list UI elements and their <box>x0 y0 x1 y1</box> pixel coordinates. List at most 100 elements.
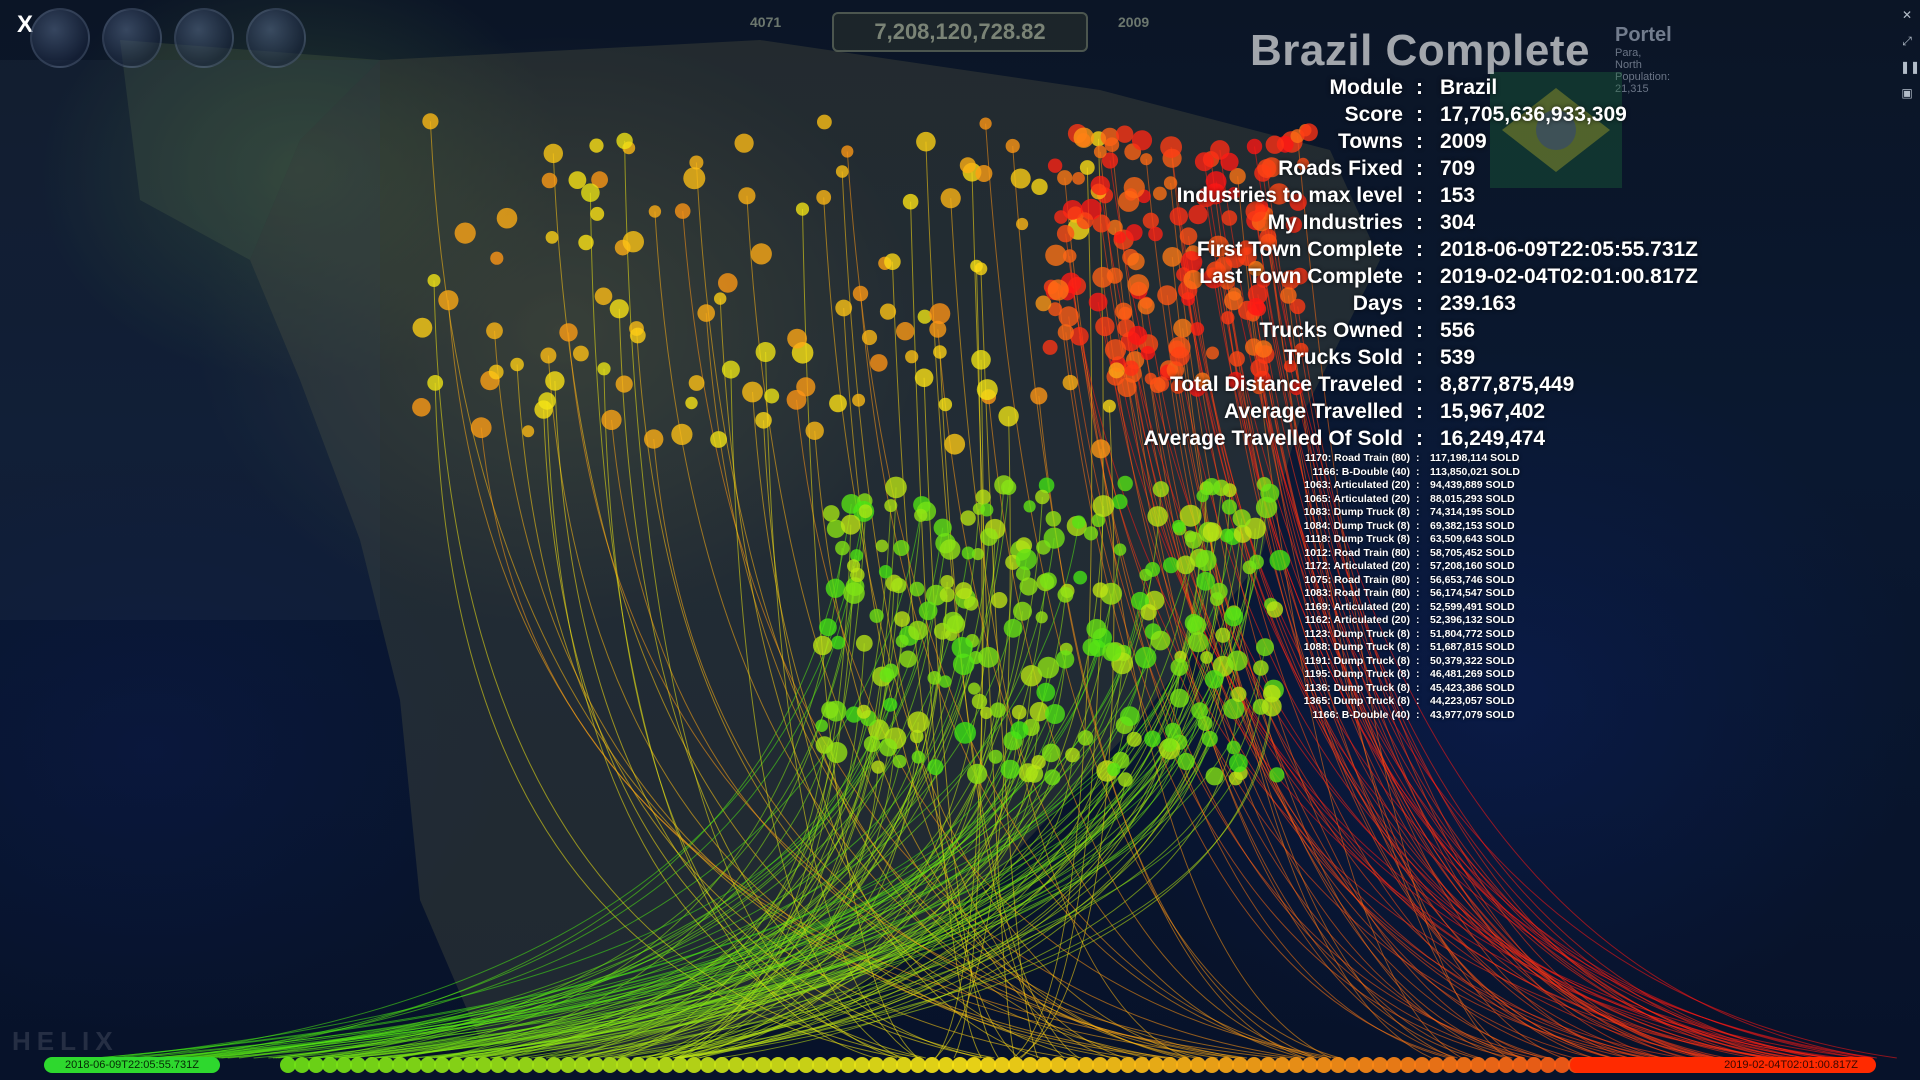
globe-icon[interactable] <box>30 8 90 68</box>
route-line <box>346 574 1147 1059</box>
town-dot <box>755 342 776 362</box>
sold-colon: : <box>1416 600 1420 613</box>
town-dot <box>1259 233 1278 251</box>
town-dot <box>671 423 693 445</box>
town-dot <box>1228 287 1242 301</box>
town-dot <box>1010 168 1031 189</box>
town-dot <box>787 328 807 349</box>
town-dot <box>971 693 988 710</box>
sold-truck-value: 51,687,815 SOLD <box>1430 641 1515 653</box>
timeline-segment <box>462 1057 478 1073</box>
summary-title: Brazil Complete <box>1249 26 1590 75</box>
route-line <box>1188 236 1612 1059</box>
town-dot <box>1172 519 1185 533</box>
town-dot <box>795 202 810 216</box>
pause-icon[interactable]: ❚❚ <box>1900 60 1920 74</box>
route-line <box>268 659 1066 1059</box>
town-dot <box>1042 339 1058 355</box>
town-dot <box>1229 753 1248 773</box>
town-dot <box>755 412 772 429</box>
timeline-segment <box>588 1057 604 1073</box>
town-dot <box>1290 298 1306 315</box>
town-dot <box>597 362 611 376</box>
town-dot <box>1148 226 1163 242</box>
close-button[interactable]: X <box>16 11 33 38</box>
timeline-end-label: 2019-02-04T02:01:00.817Z <box>1570 1057 1876 1073</box>
route-line <box>1145 302 1717 1059</box>
timeline-segment <box>1218 1057 1234 1073</box>
town-dot <box>884 499 898 513</box>
route-line <box>1102 277 1534 1059</box>
route-line <box>681 693 1273 1059</box>
timeline-segment <box>1372 1057 1388 1073</box>
stat-value: 8,877,875,449 <box>1440 373 1575 396</box>
town-dot <box>869 608 884 623</box>
route-line <box>1171 256 1455 1059</box>
stat-colon: : <box>1416 157 1423 180</box>
town-dot <box>1170 688 1189 708</box>
route-line <box>507 752 838 1059</box>
town-dot <box>1248 261 1264 277</box>
sold-truck-row: 1118: Dump Truck (8):63,509,643 SOLD <box>0 533 1920 546</box>
town-dot <box>616 132 633 150</box>
town-dot <box>1126 731 1142 747</box>
town-dot <box>975 489 991 505</box>
town-dot <box>971 350 991 370</box>
town-dot <box>831 635 845 650</box>
town-dot <box>1170 658 1189 676</box>
stat-row: Towns:2009 <box>0 130 1920 156</box>
town-dot <box>1065 747 1080 763</box>
map-icon[interactable] <box>102 8 162 68</box>
stat-row: Total Distance Traveled:8,877,875,449 <box>0 373 1920 399</box>
town-dot <box>1125 224 1143 241</box>
route-line <box>1261 206 1817 1059</box>
route-line <box>651 663 1123 1059</box>
timeline-segment <box>1260 1057 1276 1073</box>
town-dot <box>1280 287 1297 304</box>
town-dot <box>968 682 981 695</box>
route-line <box>636 328 1168 1059</box>
resize-icon[interactable]: ⤢ <box>1902 34 1912 48</box>
route-line <box>659 643 865 1059</box>
timeline-segment <box>1050 1057 1066 1073</box>
stat-value: 2009 <box>1440 130 1487 153</box>
town-dot <box>944 433 966 455</box>
town-dot <box>1091 513 1106 528</box>
town-dot <box>1041 743 1061 763</box>
town-dot <box>991 592 1008 609</box>
town-dot <box>1231 686 1247 702</box>
route-line <box>674 712 1020 1059</box>
sold-truck-row: 1075: Road Train (80):56,653,746 SOLD <box>0 574 1920 587</box>
stat-value: 539 <box>1440 346 1476 369</box>
route-line <box>616 505 892 1059</box>
save-icon[interactable]: ▣ <box>1901 86 1913 100</box>
route-line <box>197 522 1080 1059</box>
timeline-segment <box>1176 1057 1192 1073</box>
town-dot <box>1253 660 1269 676</box>
route-line <box>682 211 1302 1059</box>
town-dot <box>1045 244 1067 266</box>
town-dot <box>545 371 565 391</box>
route-line <box>1097 302 1862 1059</box>
sold-truck-name: 1195: Dump Truck (8) <box>1304 668 1410 680</box>
town-dot <box>899 650 917 668</box>
town-dot <box>1221 499 1237 515</box>
town-dot <box>581 183 600 202</box>
building-icon[interactable] <box>246 8 306 68</box>
timeline-segment <box>714 1057 730 1073</box>
town-dot <box>589 138 604 153</box>
town-dot <box>884 253 901 270</box>
town-dot <box>852 285 869 302</box>
town-dot <box>967 763 988 785</box>
chart-icon[interactable] <box>174 8 234 68</box>
toolbar <box>30 8 306 68</box>
close-icon[interactable]: ✕ <box>1901 8 1913 22</box>
town-dot <box>1150 630 1171 651</box>
timeline-segment <box>952 1057 968 1073</box>
route-line <box>368 625 1198 1059</box>
timeline-segment <box>1190 1057 1206 1073</box>
town-dot <box>870 354 888 372</box>
town-dot <box>1091 439 1111 459</box>
sold-truck-name: 1123: Dump Truck (8) <box>1304 627 1410 640</box>
